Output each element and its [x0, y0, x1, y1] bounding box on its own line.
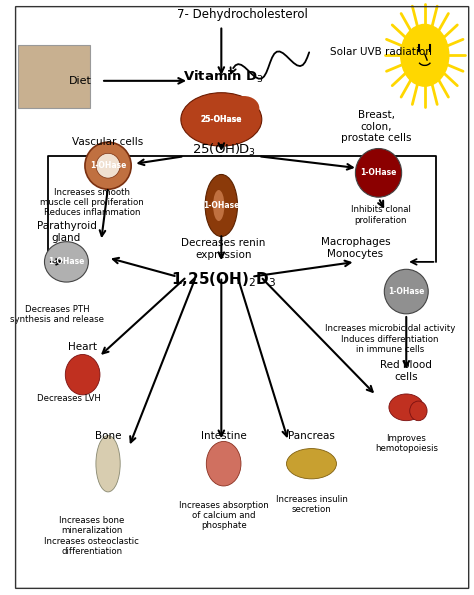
Text: Vitamin D$_3$: Vitamin D$_3$ [183, 69, 264, 85]
Text: 7- Dehydrocholesterol: 7- Dehydrocholesterol [177, 8, 308, 21]
Text: 1-OHase: 1-OHase [203, 201, 239, 210]
Text: Increases absorption
of calcium and
phosphate: Increases absorption of calcium and phos… [179, 500, 268, 530]
Ellipse shape [410, 401, 427, 421]
Text: Heart: Heart [68, 342, 97, 352]
Ellipse shape [96, 154, 120, 178]
Text: 1-OHase: 1-OHase [48, 258, 85, 267]
Text: Bone: Bone [95, 431, 121, 441]
Text: Decreases PTH
synthesis and release: Decreases PTH synthesis and release [10, 305, 104, 324]
Text: Inhibits clonal
proliferation: Inhibits clonal proliferation [351, 205, 411, 225]
Ellipse shape [65, 355, 100, 395]
Circle shape [401, 24, 449, 86]
Text: Increases bone
mineralization
Increases osteoclastic
differentiation: Increases bone mineralization Increases … [45, 516, 139, 556]
Ellipse shape [228, 96, 259, 121]
Text: 25-OHase: 25-OHase [201, 115, 242, 124]
Text: Solar UVB radiation: Solar UVB radiation [330, 48, 432, 57]
Text: Breast,
colon,
prostate cells: Breast, colon, prostate cells [341, 110, 411, 143]
Ellipse shape [96, 436, 120, 492]
Text: Decreases renin
expression: Decreases renin expression [182, 238, 266, 260]
Text: Macrophages
Monocytes: Macrophages Monocytes [320, 237, 390, 259]
Text: Intestine: Intestine [201, 431, 246, 441]
Ellipse shape [389, 394, 424, 421]
Text: Decreases LVH: Decreases LVH [37, 394, 100, 403]
Ellipse shape [206, 441, 241, 486]
Text: Pancreas: Pancreas [288, 431, 335, 441]
Text: 1,25(OH)$_2$D$_3$: 1,25(OH)$_2$D$_3$ [171, 271, 276, 290]
Text: Improves
hemotopoiesis: Improves hemotopoiesis [375, 434, 438, 453]
Text: Parathyroid
gland: Parathyroid gland [36, 221, 96, 243]
Text: 1-OHase: 1-OHase [360, 168, 397, 177]
Text: 1-OHase: 1-OHase [388, 287, 424, 296]
Ellipse shape [213, 190, 224, 221]
Ellipse shape [384, 270, 428, 314]
Text: 1-OHase: 1-OHase [90, 161, 126, 170]
Ellipse shape [85, 142, 131, 189]
Text: 25-OHase: 25-OHase [201, 115, 242, 124]
Ellipse shape [181, 93, 262, 146]
Text: Diet: Diet [69, 76, 92, 86]
Text: Increases microbicidal activity
Induces differentiation
in immune cells: Increases microbicidal activity Induces … [325, 324, 455, 354]
Ellipse shape [205, 174, 237, 236]
Text: Red blood
cells: Red blood cells [380, 360, 432, 382]
Text: Increases insulin
secretion: Increases insulin secretion [275, 494, 347, 514]
Text: Increases smooth
muscle cell proliferation
Reduces inflammation: Increases smooth muscle cell proliferati… [40, 187, 144, 218]
Ellipse shape [356, 149, 401, 197]
Text: 25(OH)D$_3$: 25(OH)D$_3$ [192, 142, 255, 158]
Ellipse shape [286, 449, 337, 479]
Ellipse shape [45, 242, 89, 282]
FancyBboxPatch shape [18, 45, 90, 108]
Text: Vascular cells: Vascular cells [73, 137, 144, 148]
